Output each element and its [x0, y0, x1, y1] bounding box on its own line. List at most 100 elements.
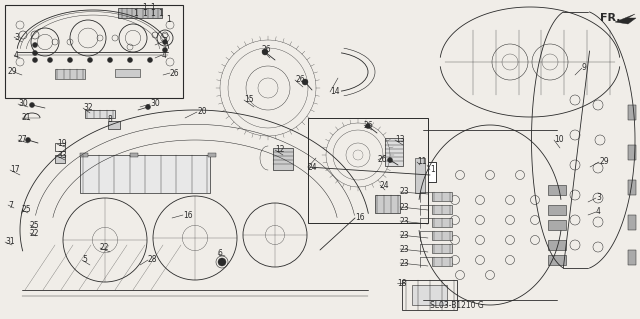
- Text: 1: 1: [150, 10, 155, 19]
- Bar: [628, 145, 636, 160]
- Circle shape: [127, 57, 132, 63]
- Bar: [548, 205, 566, 215]
- Text: 10: 10: [554, 136, 564, 145]
- Text: 6: 6: [218, 249, 223, 258]
- Circle shape: [33, 57, 38, 63]
- Circle shape: [145, 105, 150, 109]
- Text: 16: 16: [355, 213, 365, 222]
- Circle shape: [302, 79, 308, 85]
- Text: 25: 25: [22, 205, 31, 214]
- Text: 26: 26: [262, 46, 271, 55]
- Text: 1: 1: [150, 4, 155, 12]
- Circle shape: [47, 57, 52, 63]
- Bar: [85, 110, 115, 118]
- Circle shape: [147, 57, 152, 63]
- Text: 19: 19: [57, 139, 67, 149]
- Bar: [208, 153, 216, 157]
- Bar: [628, 215, 636, 230]
- Text: 27: 27: [18, 136, 28, 145]
- Text: 21: 21: [22, 114, 31, 122]
- Text: 11: 11: [417, 158, 426, 167]
- Text: 23: 23: [400, 188, 410, 197]
- Text: 30: 30: [150, 100, 160, 108]
- Text: 29: 29: [8, 68, 18, 77]
- Text: 32: 32: [83, 103, 93, 113]
- Text: SL03-B1210 G: SL03-B1210 G: [430, 301, 484, 310]
- Bar: [80, 153, 88, 157]
- Text: 9: 9: [582, 63, 587, 72]
- Circle shape: [26, 137, 31, 143]
- Bar: [130, 153, 138, 157]
- Bar: [432, 231, 452, 240]
- Text: 1: 1: [142, 10, 147, 19]
- Text: 18: 18: [397, 278, 406, 287]
- Text: 7: 7: [8, 201, 13, 210]
- Text: 28: 28: [148, 256, 157, 264]
- Text: 30: 30: [18, 100, 28, 108]
- Circle shape: [218, 258, 226, 266]
- Text: 4: 4: [162, 50, 167, 60]
- Text: 23: 23: [400, 217, 410, 226]
- Text: 1: 1: [142, 4, 147, 12]
- Bar: [385, 138, 403, 166]
- Circle shape: [33, 50, 38, 56]
- Text: FR.: FR.: [600, 13, 621, 23]
- Circle shape: [29, 102, 35, 108]
- Text: 15: 15: [244, 95, 253, 105]
- Text: 16: 16: [183, 211, 193, 219]
- Text: 1: 1: [166, 16, 171, 25]
- Bar: [55, 143, 65, 151]
- Bar: [108, 121, 120, 129]
- Bar: [432, 244, 452, 253]
- Bar: [5, 5, 183, 98]
- Text: 23: 23: [400, 203, 410, 211]
- Circle shape: [67, 57, 72, 63]
- Text: 23: 23: [400, 244, 410, 254]
- Text: 1: 1: [158, 10, 163, 19]
- Circle shape: [163, 48, 168, 53]
- Text: 23: 23: [400, 231, 410, 240]
- Text: 17: 17: [10, 166, 20, 174]
- Text: 3: 3: [596, 194, 601, 203]
- Text: 29: 29: [599, 158, 609, 167]
- Bar: [432, 257, 452, 266]
- Text: 3: 3: [14, 33, 19, 41]
- Circle shape: [33, 42, 38, 48]
- Bar: [308, 118, 428, 223]
- Bar: [548, 255, 566, 265]
- Text: 3: 3: [162, 38, 167, 47]
- Bar: [273, 148, 293, 170]
- Bar: [402, 280, 457, 310]
- Bar: [432, 192, 452, 201]
- Bar: [628, 250, 636, 265]
- Circle shape: [262, 49, 268, 55]
- Text: 26: 26: [364, 121, 374, 130]
- Bar: [428, 162, 436, 182]
- Text: 14: 14: [330, 87, 340, 97]
- Bar: [415, 158, 425, 193]
- Text: 26: 26: [295, 76, 305, 85]
- Circle shape: [163, 40, 168, 44]
- Bar: [375, 195, 400, 213]
- Bar: [115, 69, 140, 77]
- Bar: [428, 162, 436, 182]
- Bar: [548, 240, 566, 250]
- Bar: [55, 69, 85, 79]
- Bar: [548, 220, 566, 230]
- Text: 4: 4: [596, 207, 601, 217]
- Text: 5: 5: [82, 256, 87, 264]
- Text: 8: 8: [108, 115, 113, 124]
- Text: 31: 31: [5, 238, 15, 247]
- Text: 26: 26: [378, 155, 388, 165]
- Circle shape: [365, 123, 371, 129]
- Text: 13: 13: [395, 136, 404, 145]
- Text: 1: 1: [430, 166, 435, 174]
- Text: 12: 12: [275, 145, 285, 154]
- Text: 4: 4: [14, 50, 19, 60]
- Text: 22: 22: [100, 243, 109, 253]
- Bar: [80, 155, 210, 193]
- Bar: [628, 180, 636, 195]
- Text: 23: 23: [400, 258, 410, 268]
- Bar: [432, 218, 452, 227]
- Text: 33: 33: [57, 152, 67, 160]
